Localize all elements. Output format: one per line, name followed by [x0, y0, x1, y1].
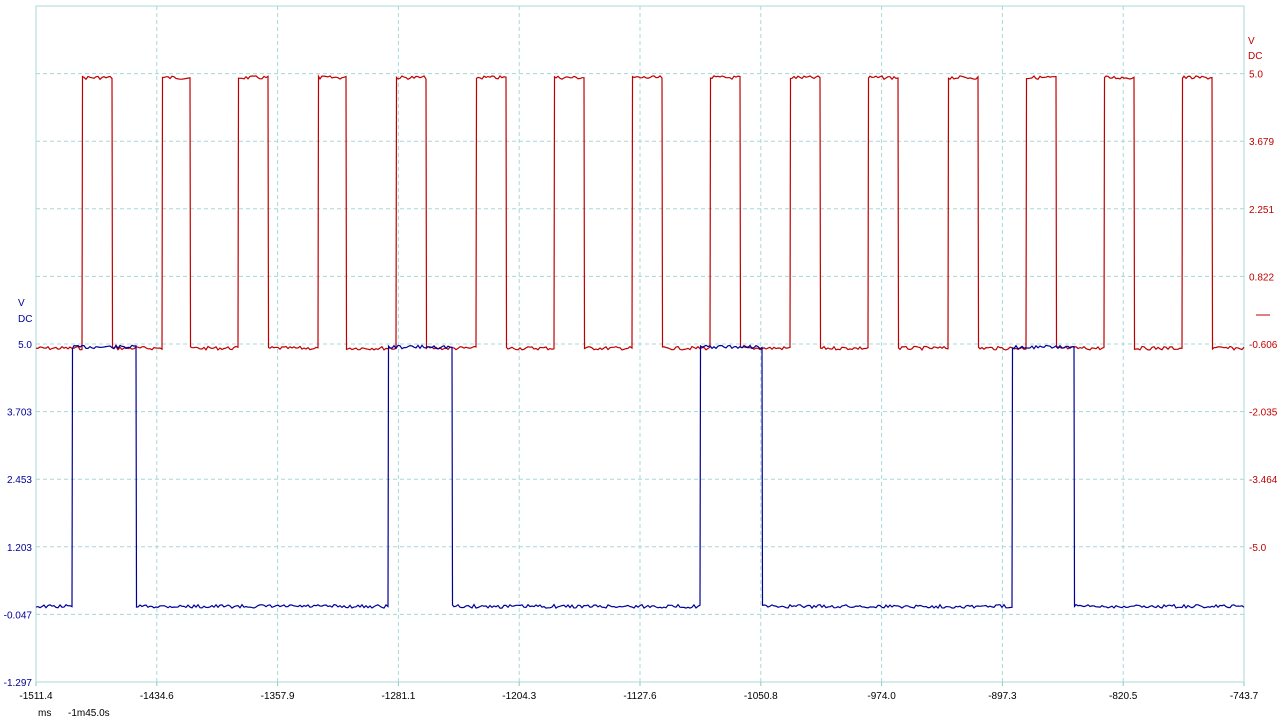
left-y-tick-label: -0.047: [4, 610, 33, 621]
x-tick-label: -743.7: [1230, 691, 1259, 702]
right-y-tick-label: -0.606: [1249, 340, 1278, 351]
x-tick-label: -820.5: [1109, 691, 1138, 702]
blue-trace: [35, 344, 1245, 610]
right-y-tick-label: 5.0: [1249, 70, 1263, 81]
left-y-tick-label: 3.703: [7, 408, 32, 419]
right-y-tick-label: 2.251: [1249, 205, 1274, 216]
x-tick-label: -1434.6: [140, 691, 174, 702]
right-y-tick-label: -3.464: [1249, 475, 1278, 486]
x-tick-label: -974.0: [867, 691, 896, 702]
red-trace: [35, 74, 1245, 351]
axis-labels: V DC V DC ms -1m45.0s -1511.4 -1434.6 -135…: [4, 36, 1278, 719]
right-y-tick-label: 0.822: [1249, 272, 1274, 283]
left-y-tick-label: -1.297: [4, 678, 33, 689]
x-tick-label: -1204.3: [502, 691, 536, 702]
x-tick-label: -1127.6: [623, 691, 657, 702]
right-y-tick-label: 3.679: [1249, 137, 1274, 148]
plot-grid: [35, 5, 1245, 686]
left-axis-unit: V: [18, 298, 25, 309]
x-axis-unit: ms: [38, 708, 51, 719]
waveforms: [35, 74, 1245, 610]
x-tick-label: -897.3: [988, 691, 1017, 702]
right-y-tick-label: -2.035: [1249, 408, 1278, 419]
x-tick-label: -1511.4: [19, 691, 53, 702]
right-y-tick-label: -5.0: [1249, 543, 1267, 554]
x-tick-label: -1281.1: [381, 691, 415, 702]
right-axis-coupling: DC: [1248, 51, 1262, 62]
left-y-tick-label: 5.0: [18, 340, 32, 351]
left-y-tick-label: 2.453: [7, 475, 32, 486]
right-axis-unit: V: [1248, 36, 1255, 47]
time-offset: -1m45.0s: [68, 708, 110, 719]
x-tick-label: -1357.9: [261, 691, 295, 702]
x-tick-label: -1050.8: [744, 691, 778, 702]
left-axis-coupling: DC: [18, 314, 32, 325]
left-y-tick-label: 1.203: [7, 543, 32, 554]
